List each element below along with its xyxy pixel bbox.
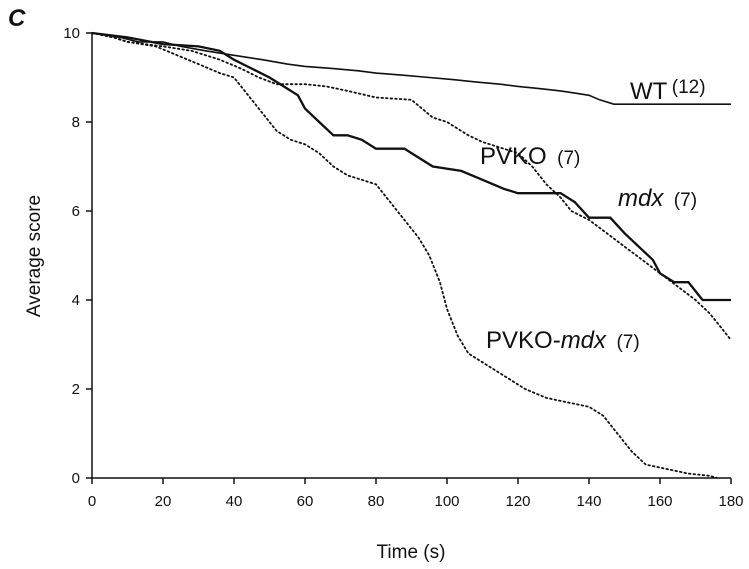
y-tick-label: 2 — [72, 381, 80, 398]
series-n-mdx: (7) — [674, 190, 697, 211]
x-tick-label: 160 — [647, 493, 672, 510]
series-n-pvko-mdx: (7) — [616, 332, 639, 353]
x-tick-label: 0 — [88, 493, 96, 510]
y-tick-label: 6 — [72, 203, 80, 220]
series-label-mdx: mdx (7) — [618, 185, 697, 212]
y-tick-label: 8 — [72, 114, 80, 131]
panel-label: C — [8, 5, 26, 32]
series-label-wt: WT (12) — [630, 77, 706, 105]
x-tick-label: 80 — [368, 493, 385, 510]
series-line-mdx — [91, 31, 731, 302]
y-axis-title: Average score — [24, 195, 45, 317]
x-tick-label: 60 — [297, 493, 314, 510]
series-label-pvko: PVKO (7) — [480, 143, 580, 170]
x-tick-label: 120 — [505, 493, 530, 510]
series-name-wt: WT — [630, 78, 668, 105]
series-line-pvko-mdx — [91, 32, 718, 479]
series-name-part: mdx — [561, 327, 607, 354]
series-line-wt — [91, 32, 731, 105]
y-ticks: 0 2 4 6 8 10 — [63, 25, 92, 487]
series-name-part: PVKO- — [486, 327, 561, 354]
x-tick-label: 100 — [434, 493, 459, 510]
x-tick-label: 20 — [155, 493, 172, 510]
y-tick-label: 0 — [72, 470, 80, 487]
series-name-pvko-mdx: PVKO-mdx — [486, 327, 607, 354]
series-line-pvko — [91, 32, 732, 342]
series-lines — [91, 31, 732, 479]
x-tick-label: 180 — [718, 493, 743, 510]
series-n-pvko: (7) — [557, 148, 580, 169]
y-tick-label: 4 — [72, 292, 80, 309]
series-name-pvko: PVKO — [480, 143, 547, 170]
x-axis-title: Time (s) — [377, 542, 446, 563]
y-tick-label: 10 — [63, 25, 80, 42]
series-n-wt: (12) — [672, 77, 706, 98]
x-ticks: 0 20 40 60 80 100 120 140 160 180 — [88, 478, 744, 510]
x-tick-label: 140 — [576, 493, 601, 510]
x-tick-label: 40 — [226, 493, 243, 510]
series-name-mdx: mdx — [618, 185, 664, 212]
series-label-pvko-mdx: PVKO-mdx (7) — [486, 327, 640, 354]
